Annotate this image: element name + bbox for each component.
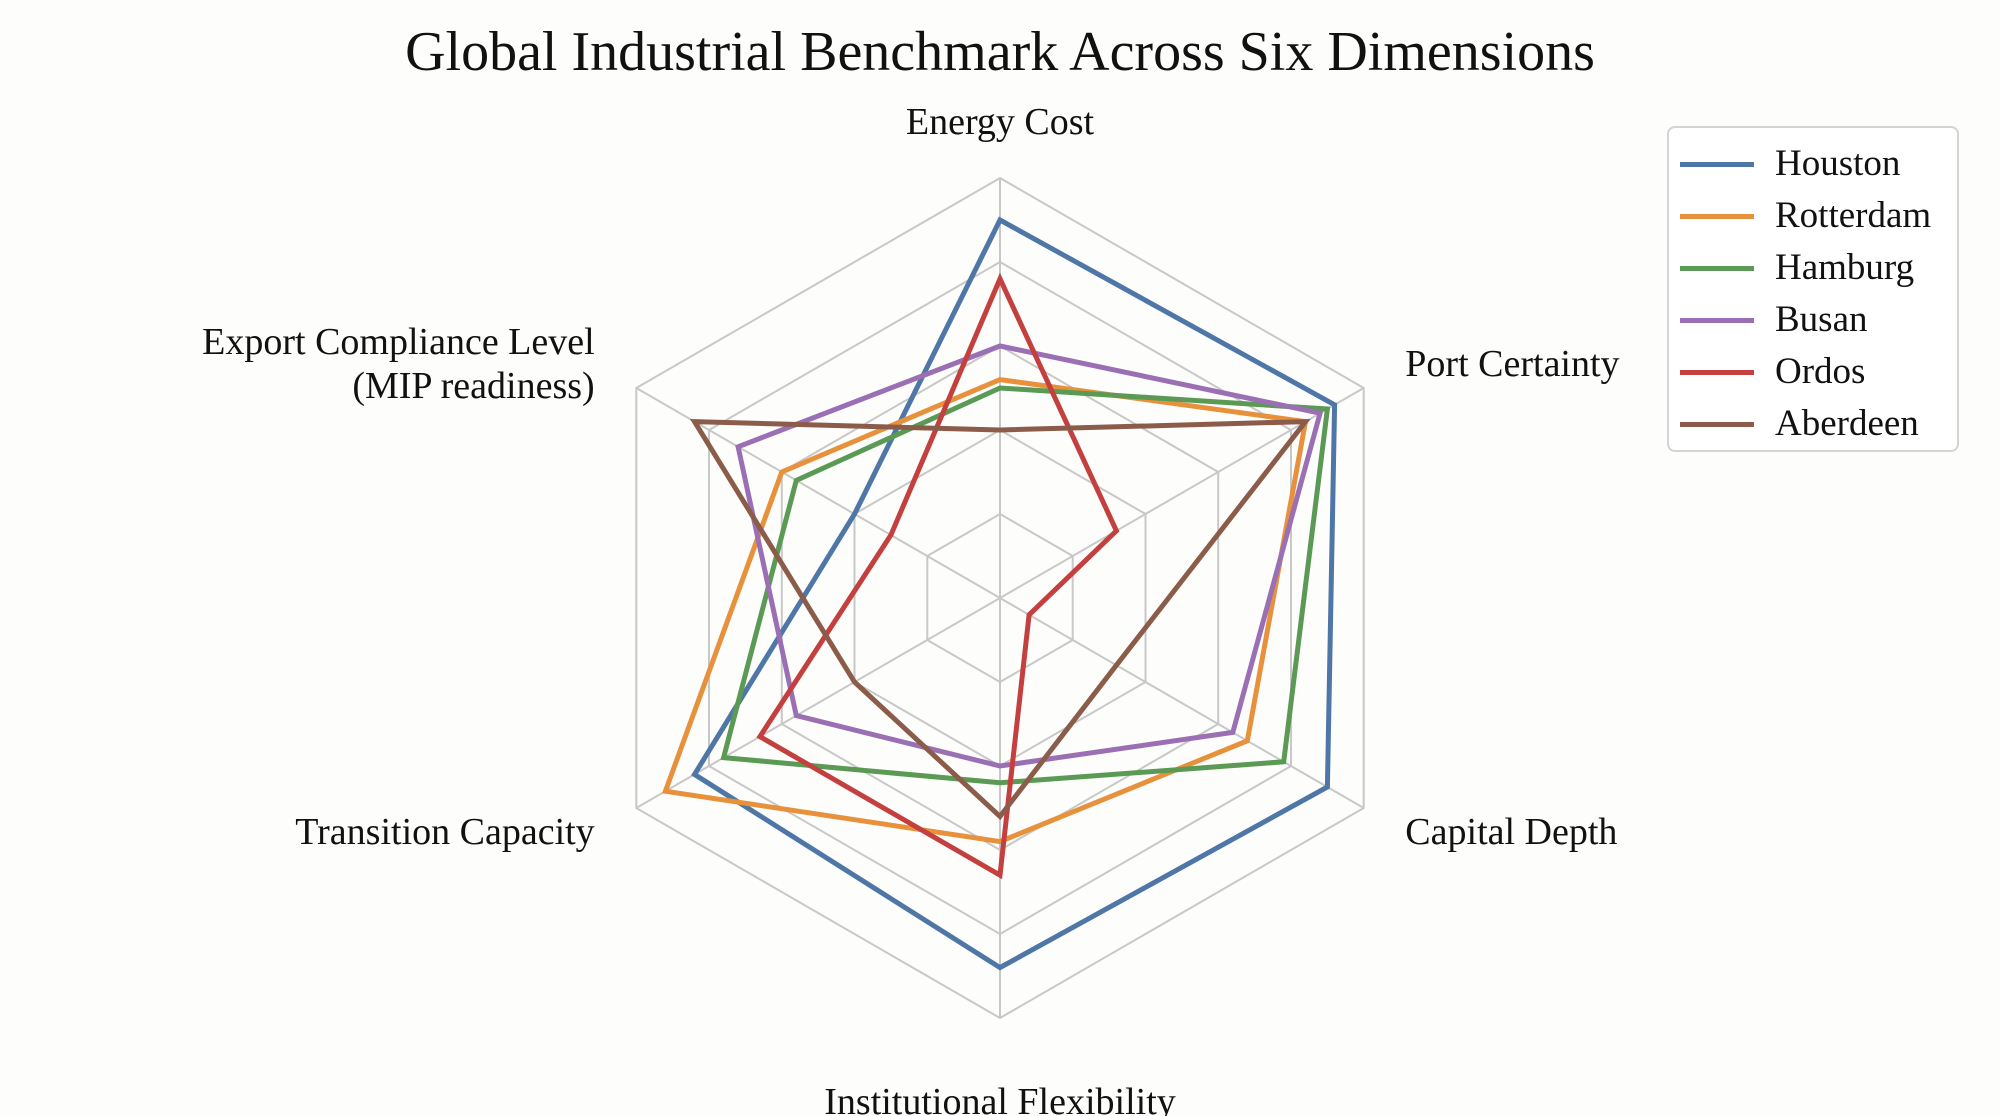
axis-label-line: Institutional Flexibility <box>824 1081 1176 1116</box>
legend-swatch <box>1680 317 1754 323</box>
legend-label: Ordos <box>1775 351 1866 392</box>
axis-label-3: Institutional Flexibility <box>824 1081 1176 1116</box>
legend-label: Rotterdam <box>1775 195 1932 236</box>
legend-swatch <box>1680 265 1754 271</box>
axis-labels: Energy Cost Port Certainty Capital Depth In… <box>202 101 1619 1116</box>
axis-spoke-2 <box>999 597 1365 809</box>
axis-label-line: Capital Depth <box>1405 811 1617 853</box>
legend-item-houston: Houston <box>1669 138 1900 190</box>
legend: Houston Rotterdam Hamburg Busan Ordos Aberdee… <box>1667 126 1959 452</box>
axis-label-line: (MIP readiness) <box>352 365 594 407</box>
series-houston <box>691 216 1338 971</box>
legend-item-hamburg: Hamburg <box>1669 242 1914 294</box>
legend-label: Houston <box>1775 143 1901 184</box>
radar-series <box>662 216 1338 971</box>
legend-label: Aberdeen <box>1775 403 1919 444</box>
legend-item-rotterdam: Rotterdam <box>1669 190 1931 242</box>
axis-label-line: Energy Cost <box>906 101 1095 143</box>
legend-swatch <box>1680 421 1754 427</box>
series-ordos <box>756 272 1120 880</box>
series-aberdeen <box>689 418 1311 821</box>
radar-grid <box>635 176 1365 1020</box>
axis-label-4: Transition Capacity <box>295 811 594 853</box>
legend-label: Hamburg <box>1775 247 1915 288</box>
legend-item-ordos: Ordos <box>1669 346 1865 398</box>
legend-label: Busan <box>1775 299 1868 340</box>
legend-swatch <box>1680 369 1754 375</box>
axis-label-line: Port Certainty <box>1405 343 1619 385</box>
legend-item-aberdeen: Aberdeen <box>1669 398 1919 450</box>
axis-label-5: Export Compliance Level (MIP readiness) <box>202 321 595 407</box>
legend-item-busan: Busan <box>1669 294 1868 346</box>
legend-swatch <box>1680 161 1754 167</box>
axis-label-0: Energy Cost <box>906 101 1095 143</box>
axis-label-2: Capital Depth <box>1405 811 1617 853</box>
axis-label-line: Transition Capacity <box>295 811 594 853</box>
axis-label-1: Port Certainty <box>1405 343 1619 385</box>
series-busan <box>735 343 1324 769</box>
axis-label-line: Export Compliance Level <box>202 321 595 363</box>
series-hamburg <box>720 385 1331 786</box>
legend-swatch <box>1680 213 1754 219</box>
chart-title: Global Industrial Benchmark Across Six D… <box>405 21 1595 83</box>
